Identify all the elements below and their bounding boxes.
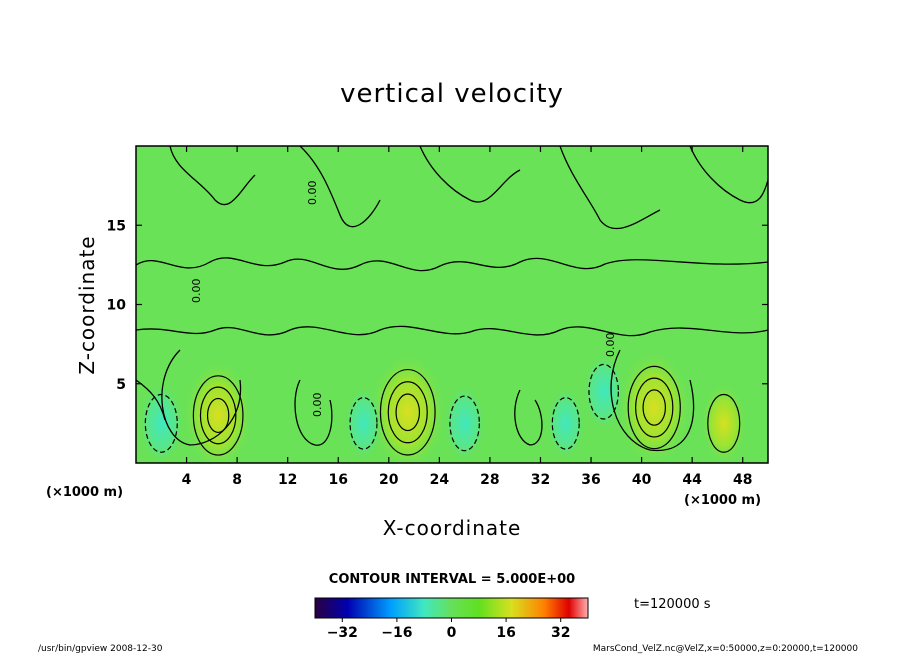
contour-line <box>144 393 178 453</box>
y-axis-label: Z-coordinate <box>75 235 99 374</box>
contour-line <box>635 377 674 438</box>
plot-area <box>136 146 768 463</box>
x-tick-label: 20 <box>379 472 399 488</box>
y-tick-label: 5 <box>116 377 126 393</box>
contour-interval: CONTOUR INTERVAL = 5.000E+00 <box>329 572 575 587</box>
x-tick-label: 44 <box>682 472 702 488</box>
contour-line <box>192 375 244 456</box>
x-tick-label: 8 <box>232 472 242 488</box>
x-tick-label: 4 <box>182 472 192 488</box>
x-tick-label: 12 <box>278 472 297 488</box>
x-tick-label: 24 <box>430 472 450 488</box>
colorbar-tick-label: 16 <box>496 625 515 641</box>
contour-label: 0.00 <box>604 333 617 358</box>
updraft-cell <box>368 351 447 463</box>
x-axis-ticks: 4 8 12 16 20 24 28 32 36 40 44 48 <box>182 146 752 488</box>
colorbar <box>314 597 589 619</box>
colorbar-tick-label: 32 <box>551 625 570 641</box>
x-tick-label: 16 <box>328 472 347 488</box>
y-axis-ticks: 5 10 15 <box>107 218 768 393</box>
contour-label: 0.00 <box>190 279 203 304</box>
contour-label: 0.00 <box>311 393 324 418</box>
x-unit: (×1000 m) <box>684 493 761 508</box>
contour-label: 0.00 <box>306 181 319 206</box>
y-unit: (×1000 m) <box>46 485 123 500</box>
contour-line <box>349 397 378 450</box>
colorbar-ticks: −32 −16 0 16 32 <box>327 618 570 641</box>
contour-line <box>387 381 428 444</box>
updraft-cell <box>182 358 254 463</box>
contour-line <box>379 368 436 456</box>
x-axis-label: X-coordinate <box>383 516 522 540</box>
chart-title: vertical velocity <box>340 79 564 109</box>
x-tick-label: 28 <box>480 472 499 488</box>
contour-line <box>627 365 681 450</box>
x-tick-label: 32 <box>531 472 550 488</box>
time-label: t=120000 s <box>634 597 711 612</box>
x-tick-label: 36 <box>581 472 600 488</box>
x-tick-label: 48 <box>733 472 752 488</box>
contour-line <box>395 393 421 432</box>
footer-right: MarsCond_VelZ.nc@VelZ,x=0:50000,z=0:2000… <box>593 644 858 654</box>
colorbar-tick-label: −32 <box>327 625 358 641</box>
contour-line <box>449 395 480 452</box>
x-tick-label: 40 <box>632 472 652 488</box>
contour-line <box>642 389 667 426</box>
updraft-cell <box>617 348 692 463</box>
contour-line <box>588 363 619 420</box>
contour-line <box>707 393 741 453</box>
contour-line <box>551 397 580 450</box>
y-tick-label: 10 <box>107 298 127 314</box>
y-tick-label: 15 <box>107 218 126 234</box>
colorbar-tick-label: 0 <box>447 625 457 641</box>
colorbar-tick-label: −16 <box>381 625 412 641</box>
contour-line <box>199 386 237 445</box>
contour-line <box>206 397 230 434</box>
footer-left: /usr/bin/gpview 2008-12-30 <box>38 644 163 654</box>
